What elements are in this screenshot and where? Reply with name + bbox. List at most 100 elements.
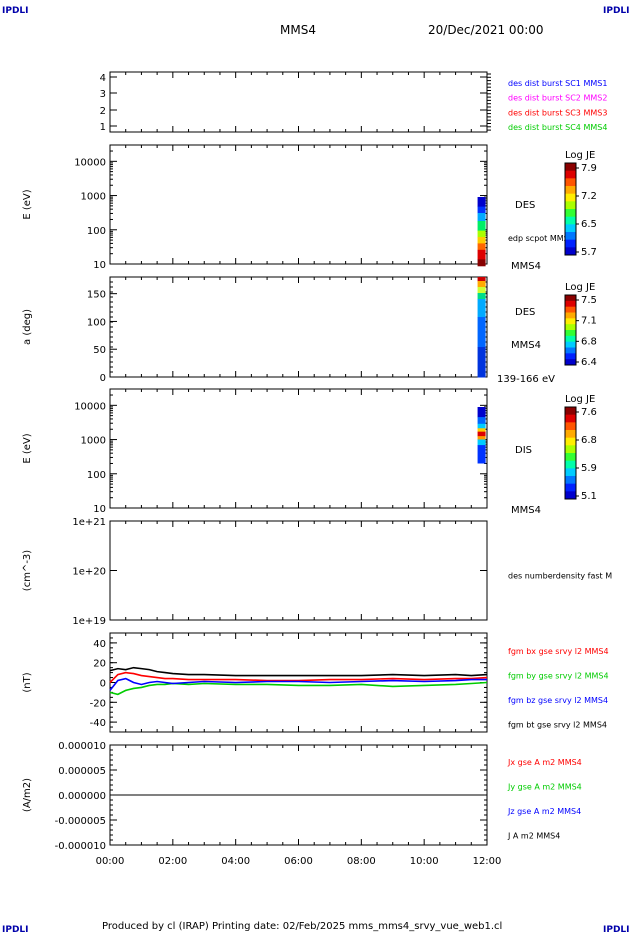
colorbar-segment bbox=[565, 186, 576, 195]
y-tick-label: 1000 bbox=[81, 436, 106, 447]
colorbar-segment bbox=[565, 430, 576, 439]
y-tick-label: 0.000005 bbox=[58, 766, 106, 777]
colorbar-segment bbox=[565, 247, 576, 256]
spectrogram-cell bbox=[477, 445, 486, 464]
spectrogram-cell bbox=[477, 277, 486, 282]
y-tick-label: 10000 bbox=[74, 157, 106, 168]
y-tick-label: 40 bbox=[93, 639, 106, 650]
colorbar-segment bbox=[565, 347, 576, 354]
colorbar-segment bbox=[565, 330, 576, 337]
side-label: MMS4 bbox=[511, 340, 541, 351]
corner-mark-bottom-right: IPDLI bbox=[603, 925, 630, 934]
bottom-label: MMS4 bbox=[511, 505, 541, 516]
y-tick-label: 10 bbox=[93, 504, 106, 515]
colorbar-tick-label: 5.9 bbox=[581, 463, 597, 474]
spectrogram-cell bbox=[477, 281, 486, 288]
footer-credit: Produced by cl (IRAP) Printing date: 02/… bbox=[102, 921, 502, 932]
colorbar-segment bbox=[565, 178, 576, 187]
colorbar-tick-label: 6.8 bbox=[581, 435, 597, 446]
spectrogram-cell bbox=[477, 407, 486, 418]
date-title: 20/Dec/2021 00:00 bbox=[428, 23, 544, 37]
colorbar-segment bbox=[565, 483, 576, 492]
x-tick-label: 02:00 bbox=[158, 856, 187, 867]
x-tick-label: 00:00 bbox=[96, 856, 125, 867]
panel-frame bbox=[109, 388, 488, 509]
colorbar-segment bbox=[565, 453, 576, 462]
colorbar-segment bbox=[565, 437, 576, 446]
colorbar-tick-label: 6.5 bbox=[581, 219, 597, 230]
series-line-3 bbox=[109, 677, 487, 691]
y-tick-label: 20 bbox=[93, 659, 106, 670]
y-axis-label: (A/m2) bbox=[22, 778, 33, 812]
colorbar-segment bbox=[565, 324, 576, 331]
panel-burst: 4 3 2 1 des dist burst SC1 MMS1 des dist burs… bbox=[100, 71, 607, 133]
y-tick-label: -0.000010 bbox=[55, 841, 106, 852]
colorbar-segment bbox=[565, 414, 576, 423]
spectrogram-cell bbox=[477, 259, 486, 267]
colorbar-segment bbox=[565, 295, 576, 302]
spectrogram-cell bbox=[477, 237, 486, 244]
colorbar-segment bbox=[565, 193, 576, 202]
colorbar-tick-label: 7.9 bbox=[581, 163, 597, 174]
colorbar-tick-label: 7.2 bbox=[581, 191, 597, 202]
legend-entry: J A m2 MMS4 bbox=[507, 832, 560, 841]
colorbar-segment bbox=[565, 491, 576, 500]
spectrogram-cell bbox=[477, 417, 486, 425]
colorbar-segment bbox=[565, 216, 576, 225]
y-tick-label: 150 bbox=[87, 290, 106, 301]
y-axis-label: E (eV) bbox=[22, 189, 33, 219]
species-label: DIS bbox=[515, 445, 532, 456]
y-tick-label: 0 bbox=[100, 373, 106, 384]
panel-des_pitch: 150 100 50 0 a (deg) DES MMS4 139-166 eV Log JE 7… bbox=[22, 276, 597, 385]
x-tick-label: 12:00 bbox=[473, 856, 502, 867]
legend-entry: fgm bz gse srvy l2 MMS4 bbox=[508, 696, 608, 705]
y-axis-label: E (eV) bbox=[22, 433, 33, 463]
legend-entry: Jx gse A m2 MMS4 bbox=[507, 758, 582, 767]
side-label: des numberdensity fast M bbox=[508, 572, 612, 581]
y-tick-label: 0.000000 bbox=[58, 791, 106, 802]
spectrogram-cell bbox=[477, 431, 486, 437]
corner-mark-top-left: IPDLI bbox=[2, 6, 29, 16]
colorbar-tick-label: 5.1 bbox=[581, 491, 597, 502]
colorbar-segment bbox=[565, 468, 576, 477]
y-tick-label: 1e+21 bbox=[72, 517, 106, 528]
spectrogram-cell bbox=[477, 213, 486, 222]
panel-dis_energy: 10000 1000 100 10 E (eV) DIS MMS4 Log JE 7.6 6.8 5… bbox=[22, 388, 597, 516]
colorbar-segment bbox=[565, 201, 576, 210]
y-tick-label: 10 bbox=[93, 260, 106, 271]
colorbar-segment bbox=[565, 318, 576, 325]
spectrogram-cell bbox=[477, 347, 486, 378]
colorbar-segment bbox=[565, 422, 576, 431]
y-tick-label: 2 bbox=[100, 106, 106, 117]
colorbar-segment bbox=[565, 232, 576, 241]
x-tick-label: 04:00 bbox=[221, 856, 250, 867]
panel-current: 0.000010 0.000005 0.000000 -0.000005 -0.0000… bbox=[22, 741, 582, 867]
spectrogram-cell bbox=[477, 299, 486, 318]
colorbar-title: Log JE bbox=[565, 282, 595, 293]
colorbar-tick-label: 7.5 bbox=[581, 295, 597, 306]
spectrogram-cell bbox=[477, 206, 486, 214]
y-tick-label: 100 bbox=[87, 317, 106, 328]
colorbar-tick-label: 7.1 bbox=[581, 316, 597, 327]
y-tick-label: 50 bbox=[93, 345, 106, 356]
legend-entry: des dist burst SC2 MMS2 bbox=[508, 94, 607, 103]
spacecraft-title: MMS4 bbox=[280, 23, 316, 37]
y-tick-label: 100 bbox=[87, 226, 106, 237]
x-tick-label: 08:00 bbox=[347, 856, 376, 867]
colorbar-segment bbox=[565, 170, 576, 179]
colorbar-frame bbox=[564, 162, 577, 256]
series-line-1 bbox=[109, 671, 488, 684]
panel-density: 1e+21 1e+20 1e+19 (cm^-3) des numberdensity … bbox=[22, 517, 612, 627]
spectrogram-cell bbox=[477, 439, 486, 446]
spectrogram-cell bbox=[477, 197, 486, 208]
colorbar-frame bbox=[564, 294, 577, 366]
colorbar-segment bbox=[565, 445, 576, 454]
colorbar-segment bbox=[565, 306, 576, 313]
y-tick-label: -40 bbox=[90, 718, 106, 729]
legend-entry: des dist burst SC4 MMS4 bbox=[508, 123, 607, 132]
colorbar-tick-label: 7.6 bbox=[581, 407, 597, 418]
colorbar-segment bbox=[565, 476, 576, 485]
spectrogram-cell bbox=[477, 428, 486, 433]
colorbar-tick-label: 6.4 bbox=[581, 357, 597, 368]
